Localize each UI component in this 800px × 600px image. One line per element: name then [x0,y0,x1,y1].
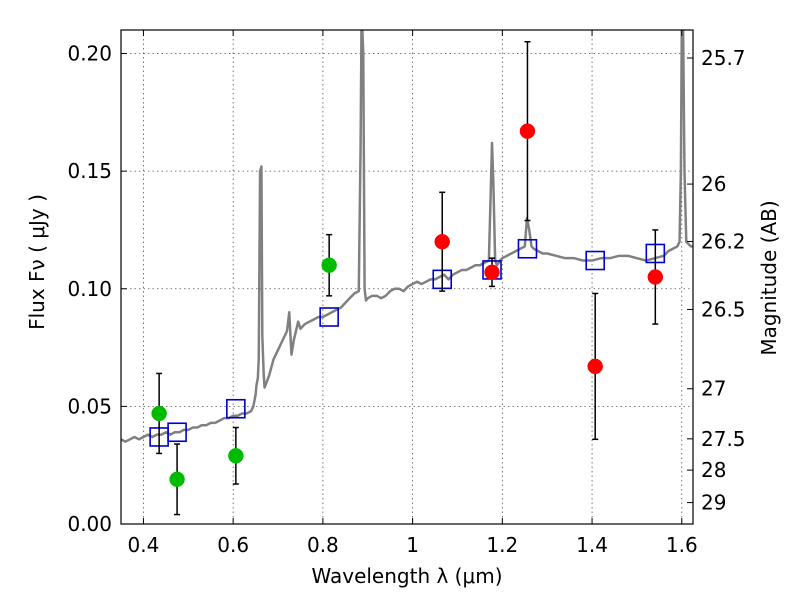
y-tick-label: 0.20 [67,42,112,66]
x-axis-label: Wavelength λ (μm) [311,564,502,588]
x-tick-label: 0.6 [217,533,249,557]
right-tick-label: 26.2 [701,229,746,253]
model-square-marker [226,398,246,419]
x-tick-label: 1.2 [486,533,518,557]
data-point [228,448,244,464]
x-tick-label: 0.8 [307,533,339,557]
x-tick-label: 1.6 [666,533,698,557]
model-square-marker [167,422,187,443]
model-square-marker [517,238,538,259]
plot-area [121,30,693,516]
data-point [647,269,664,285]
data-point [519,123,536,139]
model-square-marker [585,250,605,271]
right-tick-label: 25.7 [701,46,746,70]
y-tick-label: 0.05 [67,394,112,418]
y-axis-label: Flux Fν ( μJy ) [25,194,49,330]
y-tick-label: 0.10 [67,277,112,301]
right-tick-label: 26.5 [701,297,746,321]
y-tick-label: 0.00 [67,512,112,536]
plot-frame [120,29,694,525]
right-tick-label: 26 [701,172,726,196]
data-point [169,471,185,488]
data-point [434,233,450,250]
right-tick-label: 27.5 [701,427,746,451]
data-point [587,358,603,375]
data-point [321,257,337,273]
right-tick-label: 27 [701,377,726,401]
model-square-marker [319,307,339,327]
x-tick-label: 1 [406,533,419,557]
data-point [151,405,167,422]
x-tick-label: 1.4 [576,533,608,557]
data-point [484,264,500,281]
right-axis-label: Magnitude (AB) [757,200,781,355]
axes: 0.4 0.6 0.8 1 1.2 1.4 1.6 0.00 0.05 0.10 0.15 0.20 2… [67,30,746,557]
x-tick-label: 0.4 [128,533,160,557]
y-tick-label: 0.15 [67,159,112,183]
right-tick-label: 29 [701,491,726,515]
spectrum-line [121,30,693,443]
right-tick-label: 28 [701,458,726,482]
